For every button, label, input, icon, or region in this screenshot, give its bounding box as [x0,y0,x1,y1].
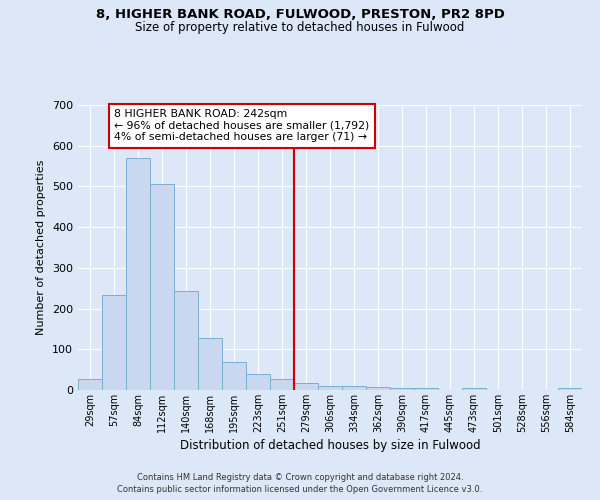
Text: Contains HM Land Registry data © Crown copyright and database right 2024.
Contai: Contains HM Land Registry data © Crown c… [118,472,482,494]
Bar [414,388,438,390]
Bar [198,338,222,390]
Text: 8 HIGHER BANK ROAD: 242sqm
← 96% of detached houses are smaller (1,792)
4% of se: 8 HIGHER BANK ROAD: 242sqm ← 96% of deta… [114,109,369,142]
Bar [246,374,270,390]
Bar [150,184,174,390]
Bar [78,378,102,390]
Bar [174,292,198,390]
X-axis label: Distribution of detached houses by size in Fulwood: Distribution of detached houses by size … [179,439,481,452]
Bar [222,362,246,390]
Y-axis label: Number of detached properties: Number of detached properties [37,160,46,335]
Bar [366,386,390,390]
Bar [558,388,582,390]
Bar [390,388,414,390]
Bar [126,158,150,390]
Text: 8, HIGHER BANK ROAD, FULWOOD, PRESTON, PR2 8PD: 8, HIGHER BANK ROAD, FULWOOD, PRESTON, P… [95,8,505,20]
Bar [462,388,486,390]
Bar [318,386,342,390]
Bar [102,295,126,390]
Bar [342,386,366,390]
Bar [270,380,294,390]
Bar [294,382,318,390]
Text: Size of property relative to detached houses in Fulwood: Size of property relative to detached ho… [136,21,464,34]
